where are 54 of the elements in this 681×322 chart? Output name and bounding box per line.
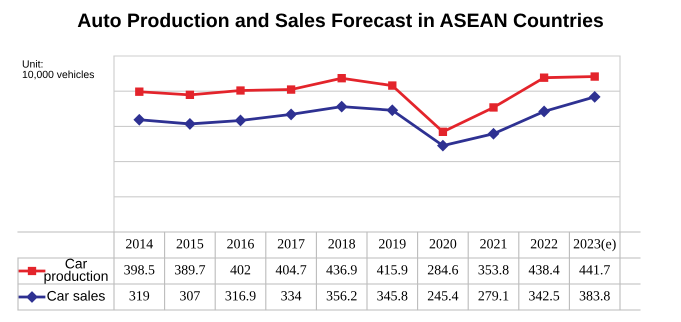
point [488,128,500,140]
data-label: 441.7 [579,265,610,275]
chart-title: Auto Production and Sales Forecast in ASEAN Countries [78,12,603,28]
data-label: 402 [230,265,250,274]
legend-label: Car sales [47,290,105,301]
point [388,81,396,90]
point [286,85,296,94]
x-tick-label: 2018 [328,239,356,248]
point [489,103,498,112]
point [338,74,346,82]
x-tick-label: 2023(e) [574,238,616,252]
data-label: 345.8 [377,291,408,301]
point [437,140,449,152]
point [438,128,448,136]
data-label: 307 [180,291,200,300]
data-label: 342.5 [529,291,560,301]
data-label: 398.5 [124,265,154,275]
point [234,114,246,126]
data-label: 319 [130,291,150,300]
data-label: 316.9 [226,291,256,301]
point [590,72,599,81]
data-label: 436.9 [326,265,357,275]
data-label: 279.1 [478,291,508,301]
x-tick-label: 2014 [126,239,153,248]
data-label: 284.6 [428,265,458,275]
x-tick-label: 2016 [227,239,254,248]
x-tick-label: 2021 [480,239,507,248]
point [285,108,297,120]
legend-label: Car production [44,258,108,284]
point [538,106,550,118]
data-label: 415.9 [376,265,408,275]
x-tick-label: 2015 [176,239,204,248]
data-label: 404.7 [276,265,306,275]
point [135,88,144,96]
data-label: 353.8 [478,265,509,275]
x-tick-label: 2022 [530,239,558,248]
point [134,114,145,126]
x-tick-label: 2020 [430,239,456,248]
x-tick-label: 2019 [379,239,406,248]
point [184,118,196,130]
data-label: 383.8 [580,291,610,301]
point [386,104,398,116]
point [589,91,600,103]
data-label: 334 [281,291,302,300]
point [336,101,348,112]
data-label: 356.2 [326,291,357,301]
data-label: 438.4 [528,265,560,275]
x-tick-label: 2017 [278,239,305,248]
text: Unit: 10,000 vehicles [22,60,94,80]
data-label: 245.4 [428,291,458,301]
point [540,74,548,82]
data-label: 389.7 [174,265,206,275]
point [186,90,194,99]
point [236,86,245,95]
